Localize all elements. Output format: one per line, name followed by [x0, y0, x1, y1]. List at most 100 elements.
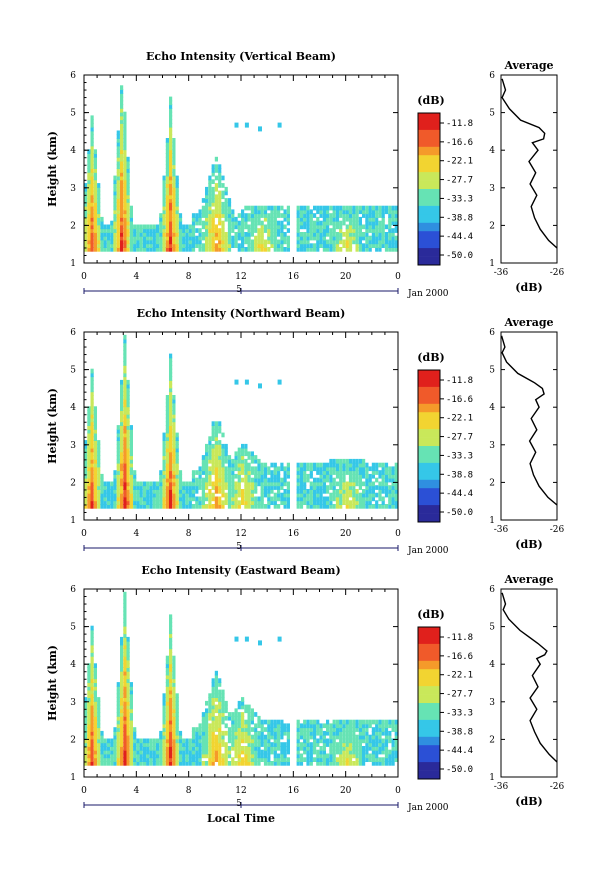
heatmap-cell — [326, 719, 330, 725]
heatmap-cell — [352, 492, 356, 498]
heatmap-cell — [270, 473, 274, 479]
colorbar-swatch — [418, 488, 440, 497]
heatmap-cell — [352, 500, 356, 505]
heatmap-cell — [303, 738, 307, 744]
heatmap-cell — [339, 213, 343, 218]
heatmap-cell — [277, 247, 281, 252]
colorbar: (dB)-11.8-16.6-22.1-27.7-33.3-38.8-44.4-… — [417, 351, 473, 523]
heatmap-cell — [123, 228, 127, 233]
heatmap-cell — [93, 421, 97, 426]
heatmap-cell — [227, 232, 232, 237]
heatmap-cell — [136, 485, 140, 490]
heatmap-cell — [123, 194, 127, 200]
heatmap-cell — [103, 485, 107, 490]
heatmap-cell — [335, 761, 340, 766]
colorbar-swatch — [418, 454, 440, 464]
heatmap-cell — [211, 682, 215, 687]
heatmap-cell — [87, 428, 91, 434]
heatmap-cell — [152, 749, 156, 755]
heatmap-cell — [175, 190, 179, 196]
heatmap-cell — [169, 122, 173, 128]
heatmap-cell — [126, 470, 130, 475]
heatmap-cell — [254, 738, 258, 744]
heatmap-cell — [123, 708, 127, 714]
heatmap-cell — [329, 492, 333, 498]
heatmap-cell — [237, 749, 241, 755]
heatmap-cell — [90, 235, 94, 241]
heatmap-cell — [257, 466, 261, 472]
heatmap-cell — [263, 742, 268, 747]
heatmap-cell — [244, 205, 248, 211]
heatmap-cell — [263, 485, 268, 490]
heatmap-cell — [120, 712, 124, 717]
heatmap-cell — [335, 458, 340, 464]
heatmap-cell — [165, 220, 169, 226]
heatmap-cell — [90, 723, 94, 729]
heatmap-cell — [191, 749, 196, 755]
heatmap-cell — [116, 746, 120, 751]
heatmap-cell — [257, 496, 261, 502]
heatmap-cell — [126, 485, 130, 490]
heatmap-cell — [316, 727, 320, 732]
heatmap-cell — [129, 730, 133, 736]
heatmap-cell — [205, 470, 209, 475]
heatmap-cell — [247, 492, 251, 498]
heatmap-cell — [106, 492, 111, 498]
heatmap-cell — [116, 160, 120, 166]
heatmap-cell — [384, 477, 389, 483]
heatmap-cell — [283, 761, 287, 766]
heatmap-cell — [286, 489, 290, 494]
heatmap-cell — [375, 734, 379, 740]
heatmap-cell — [283, 746, 287, 751]
heatmap-cell — [277, 489, 281, 494]
heatmap-cell — [159, 232, 163, 237]
heatmap-cell — [133, 727, 137, 732]
heatmap-cell — [169, 213, 173, 218]
heatmap-cell — [381, 473, 385, 479]
heatmap-cell — [195, 761, 199, 766]
heatmap-cell — [273, 239, 277, 245]
heatmap-cell — [133, 224, 137, 230]
heatmap-cell — [165, 421, 169, 426]
heatmap-cell — [165, 481, 169, 487]
y-tick-label: 4 — [70, 403, 76, 413]
heatmap-cell — [355, 458, 359, 464]
heatmap-cell — [195, 220, 199, 226]
heatmap-cell — [263, 492, 268, 498]
heatmap-cell — [335, 247, 340, 252]
heatmap-cell — [97, 477, 101, 483]
heatmap-cell — [172, 175, 176, 181]
heatmap-cell — [169, 704, 173, 710]
heatmap-cell — [123, 138, 127, 143]
heatmap-cell — [120, 738, 124, 744]
heatmap-cell — [319, 205, 323, 211]
heatmap-cell — [322, 213, 326, 218]
heatmap-cell — [133, 243, 137, 248]
heatmap-cell — [208, 198, 212, 203]
heatmap-cell — [97, 757, 101, 762]
heatmap-cell — [286, 481, 290, 487]
heatmap-cell — [175, 738, 179, 744]
heatmap-cell — [247, 485, 251, 490]
heatmap-cell — [90, 761, 94, 766]
heatmap-cell — [106, 504, 111, 509]
heatmap-cell — [146, 753, 150, 759]
heatmap-cell — [257, 458, 261, 464]
heatmap-cell — [169, 451, 173, 457]
heatmap-cell — [110, 749, 114, 755]
heatmap-cell — [224, 723, 228, 729]
heatmap-cell — [326, 753, 330, 759]
heatmap-cell — [244, 727, 248, 732]
heatmap-cell — [368, 473, 372, 479]
heatmap-cell — [345, 224, 349, 230]
heatmap-cell — [90, 689, 94, 695]
heatmap-cell — [90, 209, 94, 215]
heatmap-cell — [97, 473, 101, 479]
heatmap-cell — [87, 190, 91, 196]
heatmap-cell — [313, 466, 317, 472]
heatmap-cell — [227, 458, 232, 464]
heatmap-cell — [258, 126, 262, 132]
heatmap-cell — [257, 481, 261, 487]
heatmap-cell — [116, 700, 120, 706]
heatmap-cell — [120, 685, 124, 691]
